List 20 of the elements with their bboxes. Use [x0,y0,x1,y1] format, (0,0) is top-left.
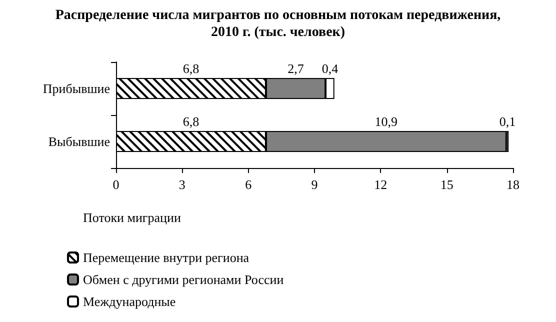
y-tick-label: Выбывшие [48,134,110,149]
legend-title: Потоки миграции [83,210,181,225]
x-tick-label: 18 [506,177,520,192]
x-tick-label: 3 [178,177,186,192]
x-tick-label: 15 [440,177,454,192]
data-label: 2,7 [288,61,304,76]
y-tick-label: Прибывшие [42,81,110,96]
data-label: 0,1 [499,114,516,129]
legend-label: Перемещение внутри региона [83,250,250,265]
chart-title: Распределение числа мигрантов по основным потокам передвижения, 2010 г. (тыс. человек) [55,8,501,40]
legend-label: Обмен с другими регионами России [83,272,284,287]
x-tick-label: 6 [245,177,252,192]
x-tick-label: 0 [112,177,120,192]
legend-label: Международные [83,294,176,309]
data-label: 0,4 [322,61,339,76]
data-label: 10,9 [374,114,398,129]
data-label: 6,8 [182,61,200,76]
x-tick-label: 12 [374,177,388,192]
data-label: 6,8 [182,114,200,129]
x-tick-label: 9 [311,177,318,192]
